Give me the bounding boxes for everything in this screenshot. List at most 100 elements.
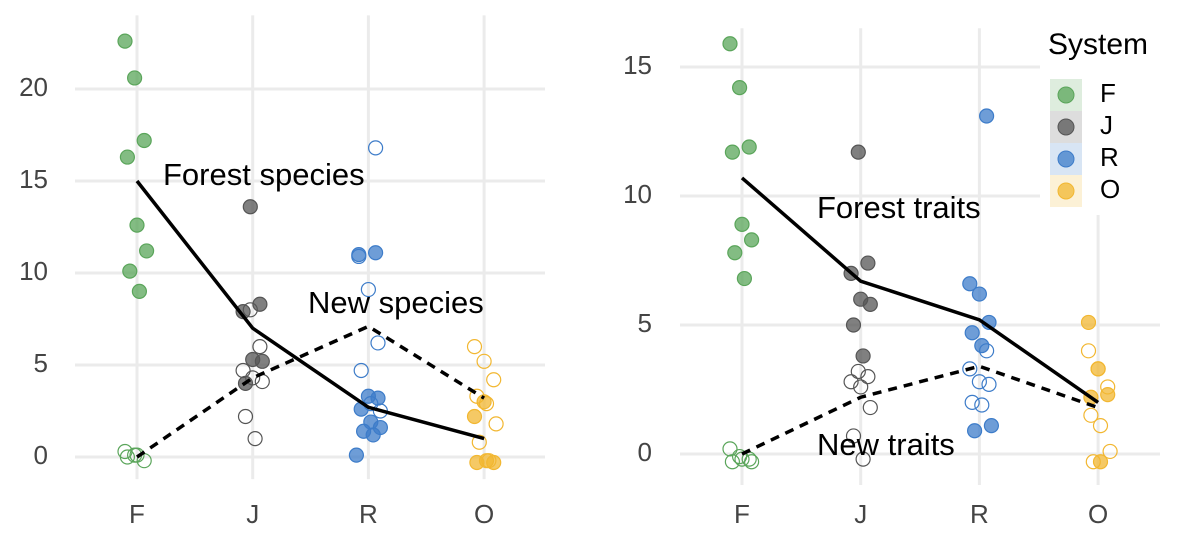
- point: [962, 361, 978, 377]
- point: [127, 70, 143, 86]
- point: [736, 270, 753, 287]
- point: [743, 454, 760, 470]
- point: [971, 286, 988, 302]
- point: [734, 216, 750, 232]
- annotation: Forest traits: [817, 190, 981, 225]
- legend-label: O: [1100, 174, 1120, 204]
- point: [1090, 361, 1106, 377]
- legend-title: System: [1048, 28, 1148, 61]
- point: [722, 441, 738, 457]
- point: [129, 447, 145, 463]
- y-tick-label: 10: [19, 256, 48, 286]
- point: [855, 348, 871, 364]
- point: [860, 255, 876, 271]
- legend-label: J: [1100, 110, 1113, 140]
- point: [853, 379, 869, 395]
- point: [370, 335, 386, 351]
- y-tick-label: 15: [623, 50, 652, 80]
- point: [488, 416, 504, 432]
- point: [731, 80, 748, 96]
- y-tick-label: 0: [34, 440, 48, 470]
- point: [978, 108, 995, 124]
- point: [862, 399, 878, 416]
- point: [368, 140, 384, 156]
- point: [964, 394, 980, 410]
- x-tick-label: O: [1088, 499, 1108, 529]
- point: [247, 431, 263, 447]
- point: [966, 423, 983, 439]
- point: [850, 363, 866, 380]
- point: [862, 296, 878, 312]
- point: [974, 338, 990, 354]
- point: [353, 362, 369, 379]
- y-tick-label: 5: [638, 308, 652, 338]
- point: [131, 283, 147, 299]
- legend-background: [1040, 20, 1200, 215]
- x-tick-label: J: [854, 499, 867, 529]
- point: [860, 369, 876, 385]
- x-tick-label: F: [129, 499, 145, 529]
- point: [129, 217, 145, 233]
- point: [724, 454, 741, 470]
- legend-marker: [1057, 86, 1075, 104]
- point: [962, 276, 978, 292]
- point: [122, 263, 138, 279]
- y-tick-label: 5: [34, 348, 48, 378]
- point: [743, 232, 760, 248]
- point: [139, 243, 155, 259]
- point: [1080, 314, 1097, 331]
- legend-label: F: [1100, 78, 1116, 108]
- point: [476, 394, 492, 410]
- point: [242, 199, 258, 215]
- point: [845, 428, 862, 444]
- point: [727, 245, 743, 261]
- x-tick-label: R: [970, 499, 989, 529]
- point: [119, 149, 136, 165]
- point: [741, 139, 757, 155]
- point: [370, 390, 386, 406]
- annotation: Forest species: [163, 157, 365, 192]
- point: [348, 447, 364, 463]
- point: [1092, 454, 1109, 470]
- point: [136, 132, 152, 149]
- point: [117, 33, 133, 49]
- y-tick-label: 10: [623, 179, 652, 209]
- point: [119, 449, 136, 465]
- y-tick-label: 0: [638, 437, 652, 467]
- point: [368, 245, 384, 261]
- point: [466, 408, 483, 425]
- point: [254, 353, 270, 369]
- point: [1080, 343, 1097, 359]
- point: [971, 374, 988, 390]
- legend-marker: [1057, 182, 1075, 200]
- point: [478, 453, 495, 469]
- point: [850, 144, 866, 160]
- point: [486, 372, 502, 388]
- point: [471, 434, 487, 450]
- point: [964, 325, 980, 341]
- point: [722, 36, 738, 52]
- point: [843, 374, 859, 390]
- point: [1102, 443, 1118, 460]
- y-tick-label: 20: [19, 72, 48, 102]
- x-tick-label: O: [474, 499, 494, 529]
- point: [845, 317, 862, 333]
- point: [466, 339, 483, 355]
- x-tick-label: J: [246, 499, 259, 529]
- mean-line: [136, 324, 486, 459]
- point: [1100, 387, 1116, 403]
- point: [1083, 407, 1099, 423]
- point: [365, 427, 381, 443]
- point: [351, 247, 367, 263]
- mean-line: [741, 364, 1099, 456]
- point: [252, 339, 268, 355]
- point: [981, 376, 997, 392]
- y-tick-label: 15: [19, 164, 48, 194]
- point: [855, 451, 871, 467]
- legend-marker: [1057, 150, 1075, 168]
- mean-line: [740, 176, 1100, 404]
- point: [252, 296, 268, 312]
- x-tick-label: R: [359, 499, 378, 529]
- legend-label: R: [1100, 142, 1119, 172]
